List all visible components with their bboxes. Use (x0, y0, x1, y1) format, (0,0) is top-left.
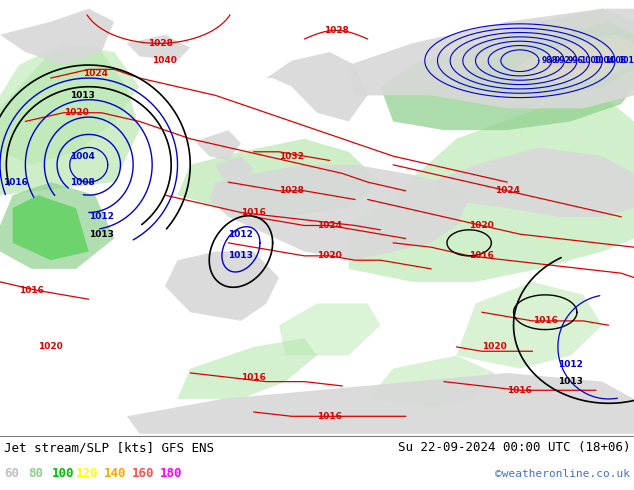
Text: 1016: 1016 (469, 251, 495, 260)
Text: 160: 160 (132, 467, 155, 480)
Text: 100: 100 (52, 467, 75, 480)
Text: Jet stream/SLP [kts] GFS ENS: Jet stream/SLP [kts] GFS ENS (4, 441, 214, 454)
Text: 1020: 1020 (482, 343, 507, 351)
Polygon shape (349, 96, 634, 282)
Text: 1013: 1013 (228, 251, 254, 260)
Text: 120: 120 (76, 467, 98, 480)
Polygon shape (0, 9, 114, 65)
Text: 1016: 1016 (3, 178, 28, 187)
Text: Su 22-09-2024 00:00 UTC (18+06): Su 22-09-2024 00:00 UTC (18+06) (398, 441, 630, 454)
Text: 1024: 1024 (495, 186, 520, 196)
Text: 1013: 1013 (558, 377, 583, 386)
Text: 988: 988 (542, 56, 558, 65)
Polygon shape (266, 52, 368, 122)
Text: 996: 996 (567, 56, 583, 65)
Text: 1016: 1016 (533, 317, 558, 325)
Text: 1020: 1020 (38, 343, 63, 351)
Text: 1032: 1032 (279, 151, 304, 161)
Text: 1000: 1000 (580, 56, 601, 65)
Text: 1012: 1012 (228, 230, 254, 239)
Polygon shape (209, 165, 469, 260)
Polygon shape (197, 130, 241, 160)
Text: 992: 992 (555, 56, 571, 65)
Text: 60: 60 (4, 467, 19, 480)
Polygon shape (349, 9, 634, 108)
Polygon shape (127, 373, 634, 434)
Text: 1024: 1024 (317, 221, 342, 230)
Text: 1016: 1016 (19, 286, 44, 295)
Polygon shape (507, 35, 634, 82)
Text: 80: 80 (28, 467, 43, 480)
Text: 1016: 1016 (241, 373, 266, 382)
Text: 1013: 1013 (618, 56, 634, 65)
Polygon shape (127, 35, 190, 61)
Polygon shape (456, 22, 634, 96)
Text: 1008: 1008 (605, 56, 626, 65)
Polygon shape (0, 182, 114, 269)
Text: 1020: 1020 (469, 221, 495, 230)
Polygon shape (456, 282, 602, 368)
Text: 1004: 1004 (593, 56, 614, 65)
Text: 1016: 1016 (241, 208, 266, 217)
Polygon shape (533, 48, 621, 74)
Text: 1013: 1013 (89, 230, 114, 239)
Polygon shape (216, 156, 254, 182)
Text: 1004: 1004 (70, 151, 95, 161)
Polygon shape (178, 338, 317, 399)
Text: 1016: 1016 (507, 386, 533, 395)
Polygon shape (13, 195, 89, 260)
Polygon shape (0, 44, 139, 165)
Text: 140: 140 (104, 467, 127, 480)
Text: 1028: 1028 (324, 26, 349, 35)
Text: 1013: 1013 (70, 91, 95, 100)
Text: 1020: 1020 (63, 108, 89, 117)
Polygon shape (165, 251, 279, 321)
Polygon shape (279, 304, 380, 356)
Text: 1008: 1008 (70, 178, 95, 187)
Text: 1040: 1040 (152, 56, 178, 65)
Polygon shape (368, 356, 495, 408)
Text: 1028: 1028 (148, 39, 172, 48)
Polygon shape (545, 56, 602, 70)
Text: 1012: 1012 (558, 360, 583, 369)
Text: 180: 180 (160, 467, 183, 480)
Polygon shape (178, 139, 380, 217)
Text: 1024: 1024 (82, 69, 108, 78)
Polygon shape (431, 147, 634, 217)
Text: ©weatheronline.co.uk: ©weatheronline.co.uk (495, 469, 630, 479)
Text: 1028: 1028 (279, 186, 304, 196)
Text: 1016: 1016 (317, 412, 342, 421)
Text: 1012: 1012 (89, 212, 114, 221)
Text: 1020: 1020 (317, 251, 342, 260)
Polygon shape (0, 44, 139, 195)
Polygon shape (380, 9, 634, 130)
